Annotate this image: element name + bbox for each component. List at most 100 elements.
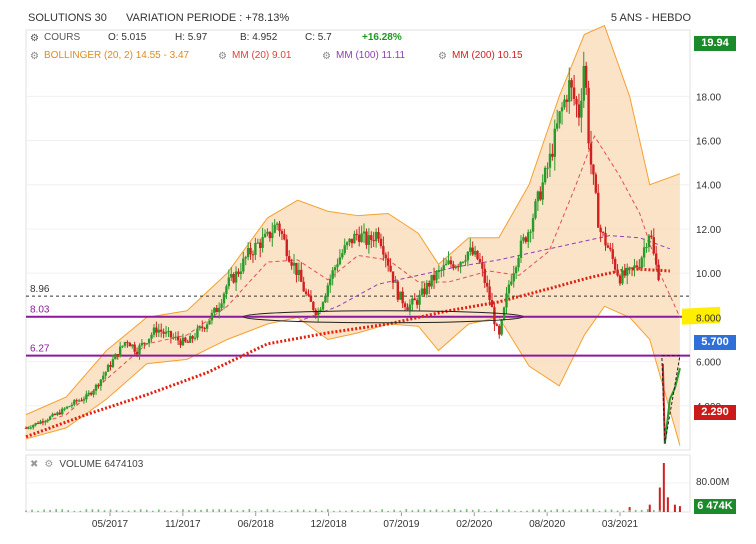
volume-bar [502,510,504,512]
gear-icon[interactable]: ⚙ [44,459,54,470]
candle-body [452,264,455,269]
candle-body [61,408,64,415]
bollinger-legend[interactable]: ⚙ BOLLINGER (20, 2) 14.55 - 3.47 [30,50,190,62]
volume-bar [610,509,613,512]
volume-panel: 80.00M [25,454,729,513]
close-icon[interactable]: ✖ [30,459,39,470]
gear-icon[interactable]: ⚙ [322,51,331,62]
x-tick-label: 05/2017 [92,519,129,530]
candle-body [193,337,197,339]
volume-bar [145,509,148,512]
candle-body [283,233,286,240]
volume-bar [25,510,27,512]
volume-bar [49,510,51,512]
mm20-line [25,134,681,429]
candle-body [428,282,431,287]
volume-bar [212,509,214,512]
candle-body [604,232,607,246]
candle-body [406,307,409,311]
candle-body [92,390,95,395]
candle-body [106,364,110,372]
mm100-line [297,235,671,323]
volume-bar [459,510,462,512]
volume-bar [151,510,154,512]
candle-body [329,278,332,286]
volume-bar [127,510,130,512]
volume-bar [290,509,293,512]
volume-bar [224,509,226,512]
level-label: 8.96 [30,284,50,295]
candle-body [176,336,180,341]
candle-body [435,271,438,281]
gear-icon[interactable]: ⚙ [30,33,39,44]
candle-body [198,326,202,329]
candle-body [440,269,443,271]
candle-body [341,253,344,258]
candle-body [563,99,566,108]
mm20-legend[interactable]: ⚙ MM (20) 9.01 [218,50,291,62]
last-price-badge: 5.700 [694,335,736,350]
candle-body [256,242,259,244]
candle-body [350,238,354,244]
change-value: +16.28% [362,32,402,43]
candle-body [384,254,387,259]
candle-body [102,375,105,380]
volume-bar [532,509,534,512]
candle-body [430,274,433,287]
candle-body [592,164,595,175]
bollinger-label: BOLLINGER (20, 2) 14.55 - 3.47 [44,50,190,61]
candle-body [553,128,556,157]
candle-body [336,264,339,268]
candle-body [34,422,37,426]
volume-legend[interactable]: ✖ ⚙ VOLUME 6474103 [30,459,143,470]
candle-body [399,291,402,300]
candle-body [473,250,477,255]
volume-bar [61,509,64,512]
candle-body [53,413,57,415]
mm100-legend[interactable]: ⚙ MM (100) 11.11 [322,50,405,62]
candle-body [471,247,474,255]
gear-icon[interactable]: ⚙ [218,51,227,62]
candle-body [114,354,117,360]
candle-body [650,235,653,238]
candle-body [85,394,88,400]
candle-body [278,223,281,232]
volume-bar [477,509,480,512]
volume-bar [652,510,655,512]
candle-body [642,247,646,258]
close-value: C: 5.7 [305,32,332,43]
candle-body [237,271,240,275]
volume-bar [592,509,595,512]
candle-body [379,238,383,247]
candle-body [611,249,614,259]
candle-body [377,231,380,239]
candle-body [150,334,153,339]
volume-bar [176,510,178,512]
candle-body [343,245,346,254]
volume-bar [369,509,371,512]
open-value: O: 5.015 [108,32,147,43]
candle-body [389,265,392,272]
candle-body [77,400,81,402]
candle-body [300,269,303,282]
candle-body [89,392,93,395]
mm200-legend[interactable]: ⚙ MM (200) 10.15 [438,50,523,62]
volume-bar [658,487,661,512]
gear-icon[interactable]: ⚙ [438,51,447,62]
cours-legend[interactable]: ⚙ COURS [30,32,80,44]
candle-body [174,336,177,338]
candle-body [118,346,122,357]
volume-bar [586,509,589,512]
candle-body [476,250,479,260]
gear-icon[interactable]: ⚙ [30,51,39,62]
candle-body [490,300,494,308]
candle-body [461,261,465,263]
candle-body [203,327,206,329]
candle-body [338,257,342,265]
volume-bar [320,510,323,512]
candle-body [425,282,429,295]
candle-body [536,191,540,202]
candle-body [514,267,518,274]
